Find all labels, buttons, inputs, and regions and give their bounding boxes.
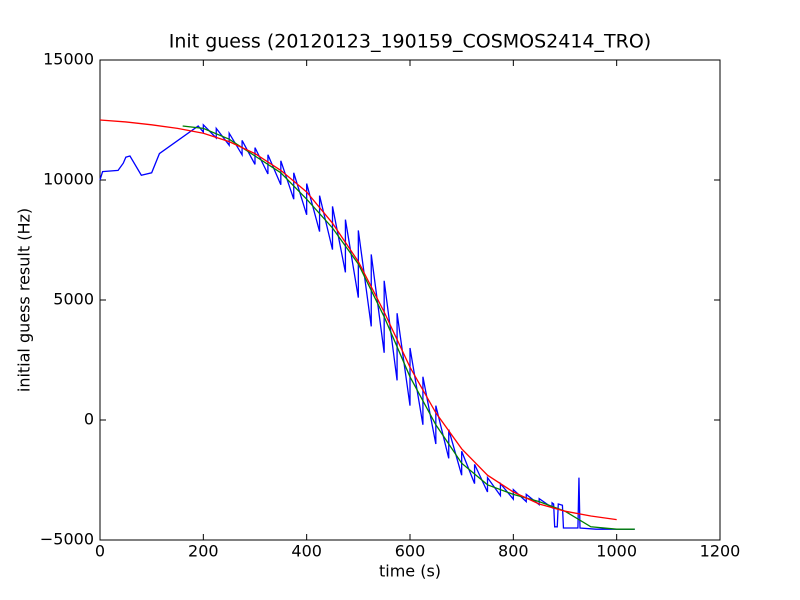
y-tick-label: −5000 (40, 530, 94, 549)
data-line (99, 123, 635, 530)
plot-frame (99, 59, 721, 541)
y-axis-label: initial guess result (Hz) (15, 208, 34, 392)
x-tick-label: 800 (498, 542, 529, 561)
x-tick-label: 1200 (700, 542, 741, 561)
x-tick-label: 1000 (596, 542, 637, 561)
x-axis-label: time (s) (379, 562, 441, 581)
data-line (99, 119, 617, 521)
y-tick-label: 0 (84, 410, 94, 429)
x-tick-label: 200 (188, 542, 219, 561)
y-tick-label: 5000 (53, 290, 94, 309)
x-tick-label: 600 (395, 542, 426, 561)
y-tick-label: 15000 (43, 50, 94, 69)
x-tick-label: 0 (95, 542, 105, 561)
x-tick-label: 400 (291, 542, 322, 561)
chart-title: Init guess (20120123_190159_COSMOS2414_T… (169, 31, 651, 53)
y-tick-label: 10000 (43, 170, 94, 189)
